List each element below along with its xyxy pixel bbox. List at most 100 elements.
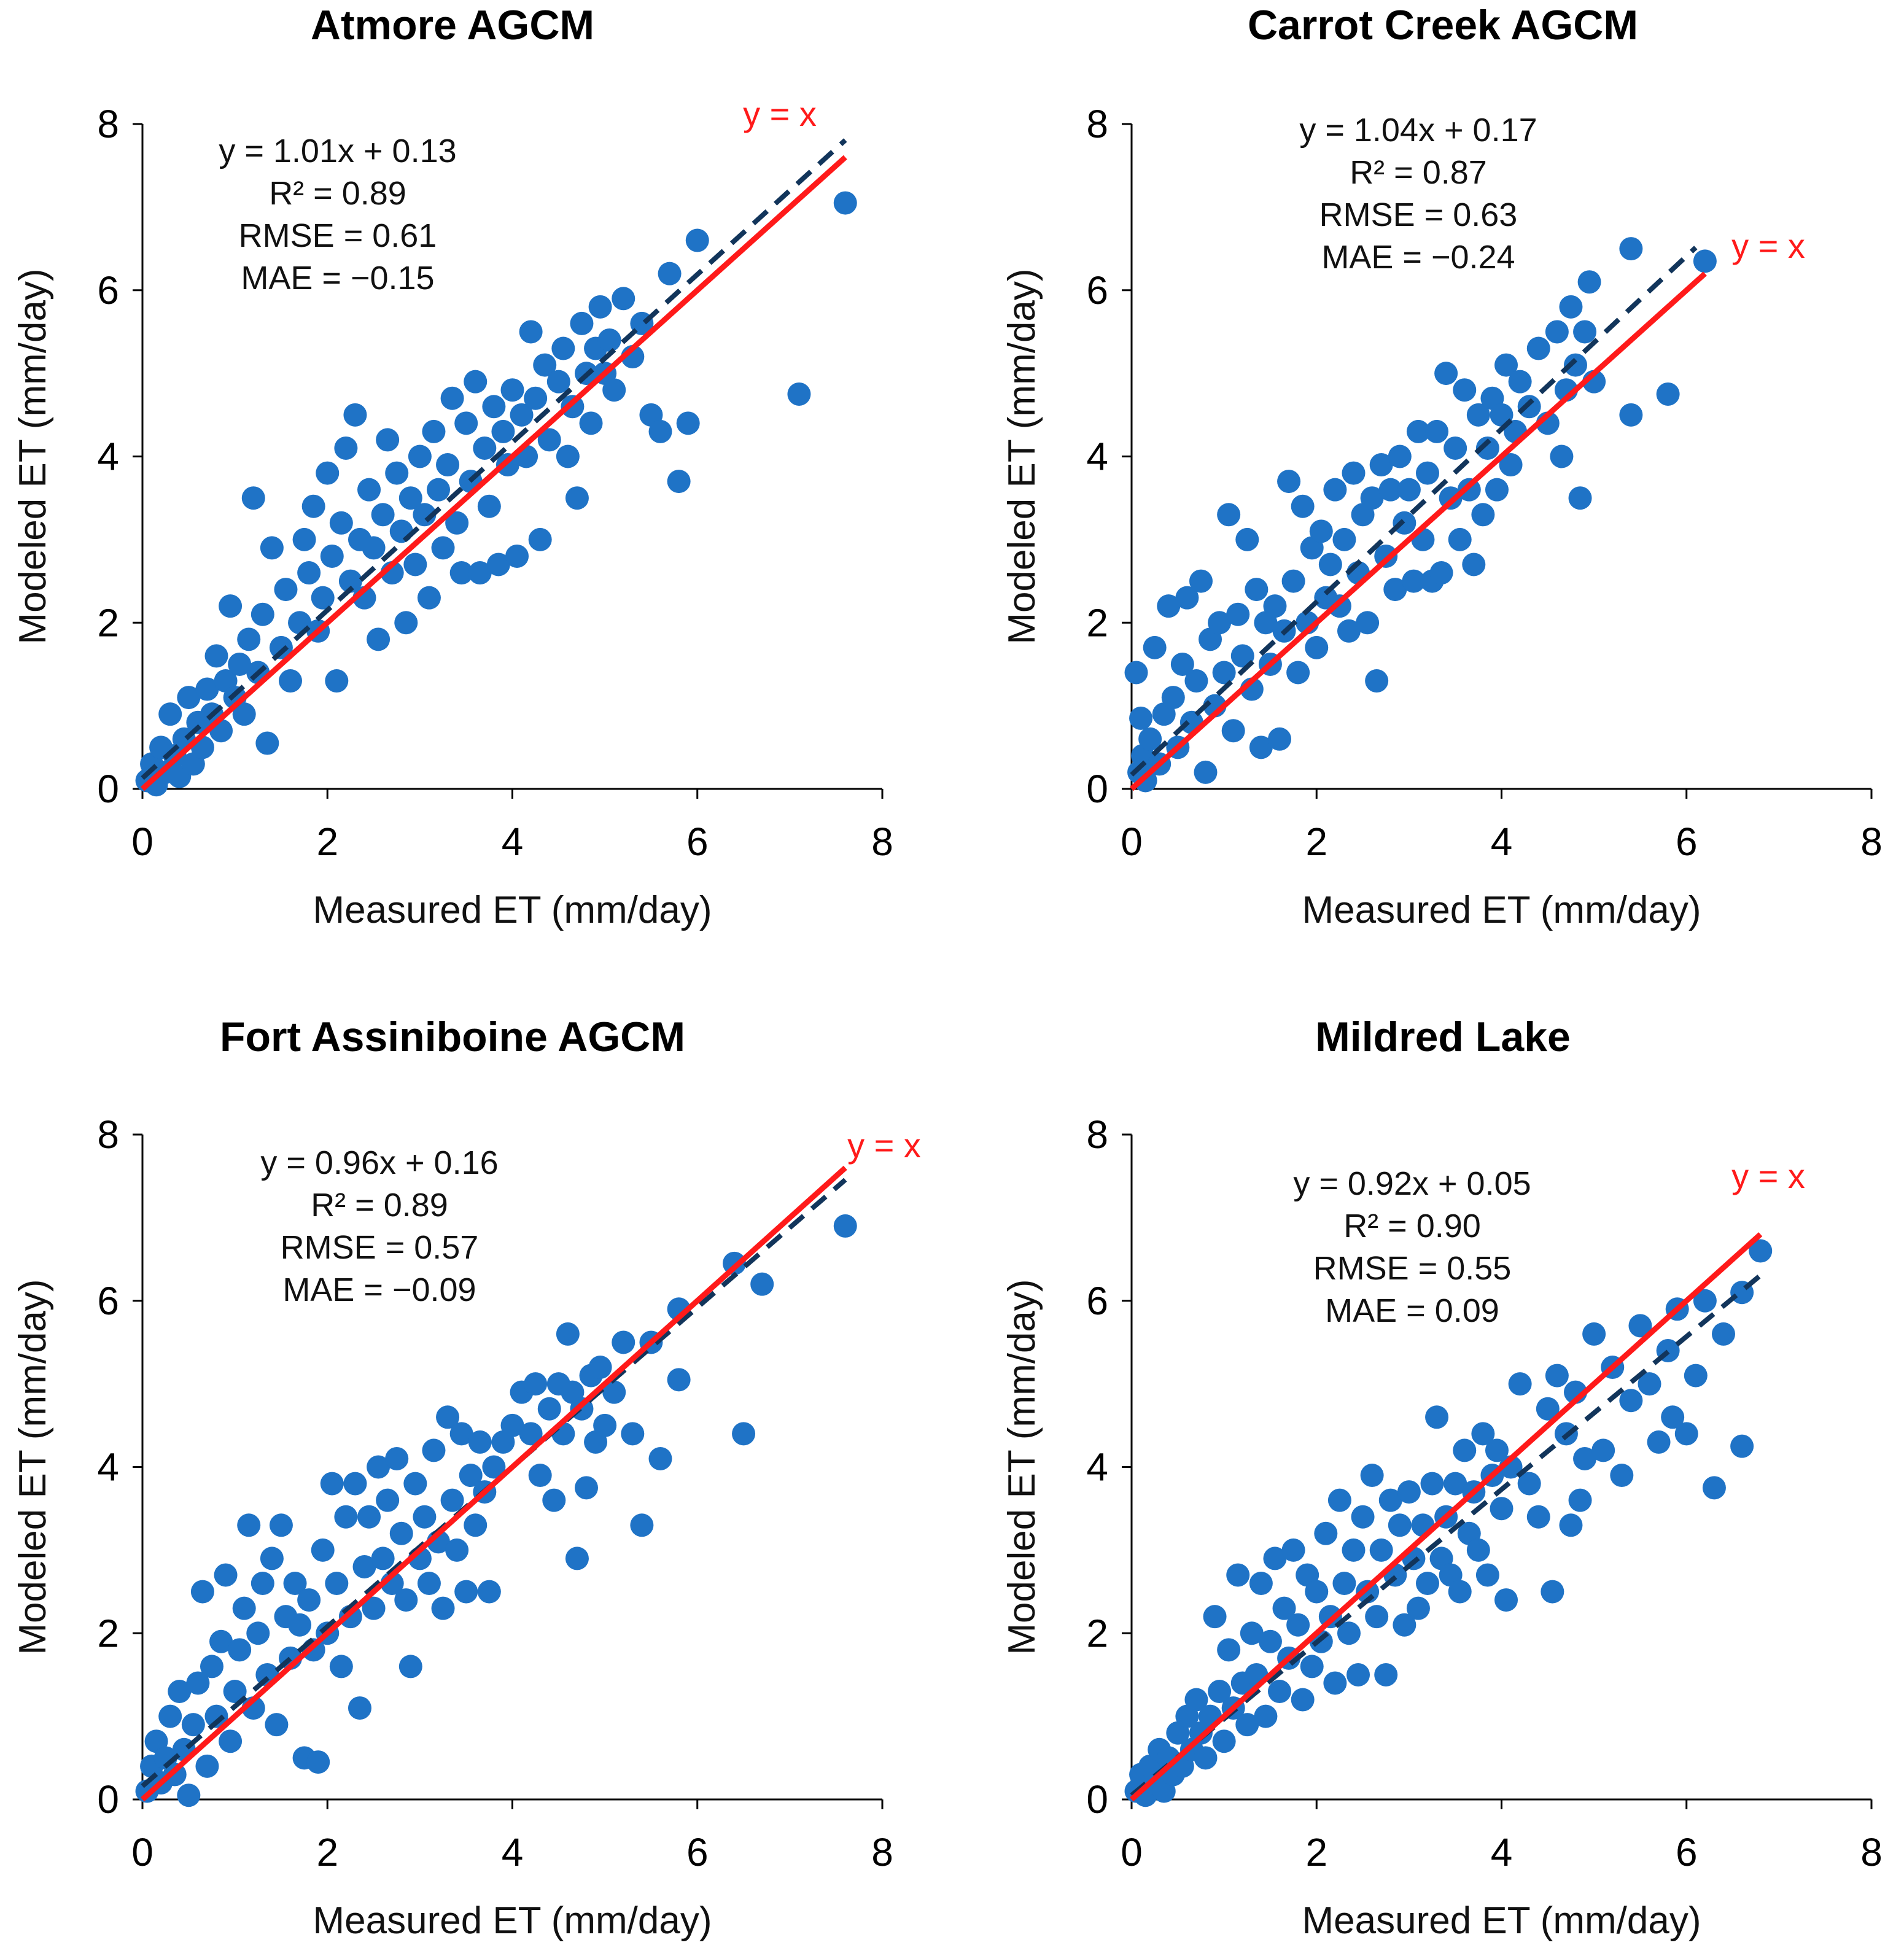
data-point xyxy=(367,1455,391,1479)
regression-stat: R² = 0.89 xyxy=(311,1187,448,1224)
data-point xyxy=(357,1505,381,1529)
data-point xyxy=(1203,1605,1227,1629)
data-point xyxy=(551,336,575,360)
data-point xyxy=(1291,494,1315,518)
x-tick-label: 4 xyxy=(1491,820,1513,864)
data-point xyxy=(1693,1289,1717,1313)
data-point xyxy=(477,494,501,518)
data-point xyxy=(1323,1671,1347,1695)
data-point xyxy=(204,1704,228,1728)
data-point xyxy=(283,1572,307,1596)
data-point xyxy=(1378,478,1402,502)
x-tick-label: 6 xyxy=(686,1830,709,1874)
data-point xyxy=(612,1330,635,1354)
data-point xyxy=(436,453,460,477)
data-point xyxy=(1369,1538,1393,1562)
data-point xyxy=(546,370,570,394)
identity-line-label: y = x xyxy=(1731,227,1805,265)
regression-stat: RMSE = 0.61 xyxy=(239,217,437,254)
data-point xyxy=(1559,295,1583,319)
data-point xyxy=(1462,553,1486,576)
data-point xyxy=(1138,727,1162,751)
data-point xyxy=(158,702,182,726)
data-point xyxy=(413,1505,437,1529)
data-point xyxy=(1291,1688,1315,1712)
data-point xyxy=(1494,353,1518,377)
data-point xyxy=(343,403,367,427)
data-point xyxy=(1360,1464,1384,1488)
data-point xyxy=(524,386,548,410)
data-point xyxy=(1221,719,1245,743)
data-point xyxy=(1230,644,1254,668)
data-point xyxy=(468,1430,492,1454)
y-tick-label: 2 xyxy=(1086,1611,1108,1655)
data-point xyxy=(1337,619,1361,643)
data-point xyxy=(422,1438,446,1462)
data-point xyxy=(1208,611,1232,635)
data-point xyxy=(311,586,335,610)
data-point xyxy=(1425,419,1449,443)
data-point xyxy=(343,1472,367,1496)
data-point xyxy=(473,436,497,460)
data-point xyxy=(588,1356,612,1380)
data-point xyxy=(454,411,478,435)
data-point xyxy=(1258,1629,1282,1653)
data-point xyxy=(1346,1663,1370,1686)
data-point xyxy=(362,536,386,560)
data-point xyxy=(1281,1538,1305,1562)
data-point xyxy=(417,1572,441,1596)
data-point xyxy=(394,1588,418,1612)
data-point xyxy=(1342,461,1366,485)
data-point xyxy=(528,527,552,551)
data-point xyxy=(459,1464,483,1488)
x-tick-label: 8 xyxy=(1860,820,1883,864)
data-point xyxy=(255,731,279,755)
data-point xyxy=(403,553,427,576)
data-point xyxy=(1309,519,1333,543)
chart-title: Atmore AGCM xyxy=(311,2,594,49)
identity-line xyxy=(1129,271,1707,791)
y-tick-label: 4 xyxy=(97,1445,119,1489)
data-point xyxy=(232,1596,256,1620)
data-point xyxy=(204,644,228,668)
data-point xyxy=(1730,1434,1754,1458)
data-point xyxy=(398,486,422,510)
data-point xyxy=(449,1422,473,1446)
data-point xyxy=(1332,1572,1356,1596)
data-point xyxy=(519,1422,543,1446)
data-point xyxy=(533,353,557,377)
y-tick-label: 0 xyxy=(97,1777,119,1822)
data-point xyxy=(1263,594,1287,618)
data-point xyxy=(246,1621,270,1645)
data-point xyxy=(190,1580,214,1604)
data-point xyxy=(1749,1239,1773,1263)
data-point xyxy=(297,1588,321,1612)
data-point xyxy=(1712,1322,1735,1346)
data-point xyxy=(575,1476,598,1500)
x-tick-label: 6 xyxy=(686,820,709,864)
data-point xyxy=(1286,1613,1310,1637)
data-point xyxy=(260,536,284,560)
data-point xyxy=(1475,436,1499,460)
x-tick-label: 0 xyxy=(131,820,153,864)
y-tick-label: 6 xyxy=(1086,268,1108,312)
data-point xyxy=(237,1513,261,1537)
data-point xyxy=(667,1368,691,1392)
data-point xyxy=(251,602,274,626)
data-point xyxy=(565,486,589,510)
y-axis-label: Modeled ET (mm/day) xyxy=(1001,268,1043,644)
data-point xyxy=(1508,1372,1532,1396)
data-point xyxy=(500,1413,524,1437)
data-point xyxy=(1217,1638,1241,1662)
y-tick-label: 4 xyxy=(97,435,119,479)
data-point xyxy=(301,494,325,518)
data-point xyxy=(787,382,811,406)
data-point xyxy=(648,1446,672,1470)
data-point xyxy=(422,419,446,443)
data-point xyxy=(376,428,400,452)
data-point xyxy=(1453,1438,1477,1462)
y-tick-label: 8 xyxy=(1086,102,1108,146)
y-tick-label: 0 xyxy=(1086,1777,1108,1822)
data-point xyxy=(1235,527,1259,551)
data-point xyxy=(1249,1572,1273,1596)
